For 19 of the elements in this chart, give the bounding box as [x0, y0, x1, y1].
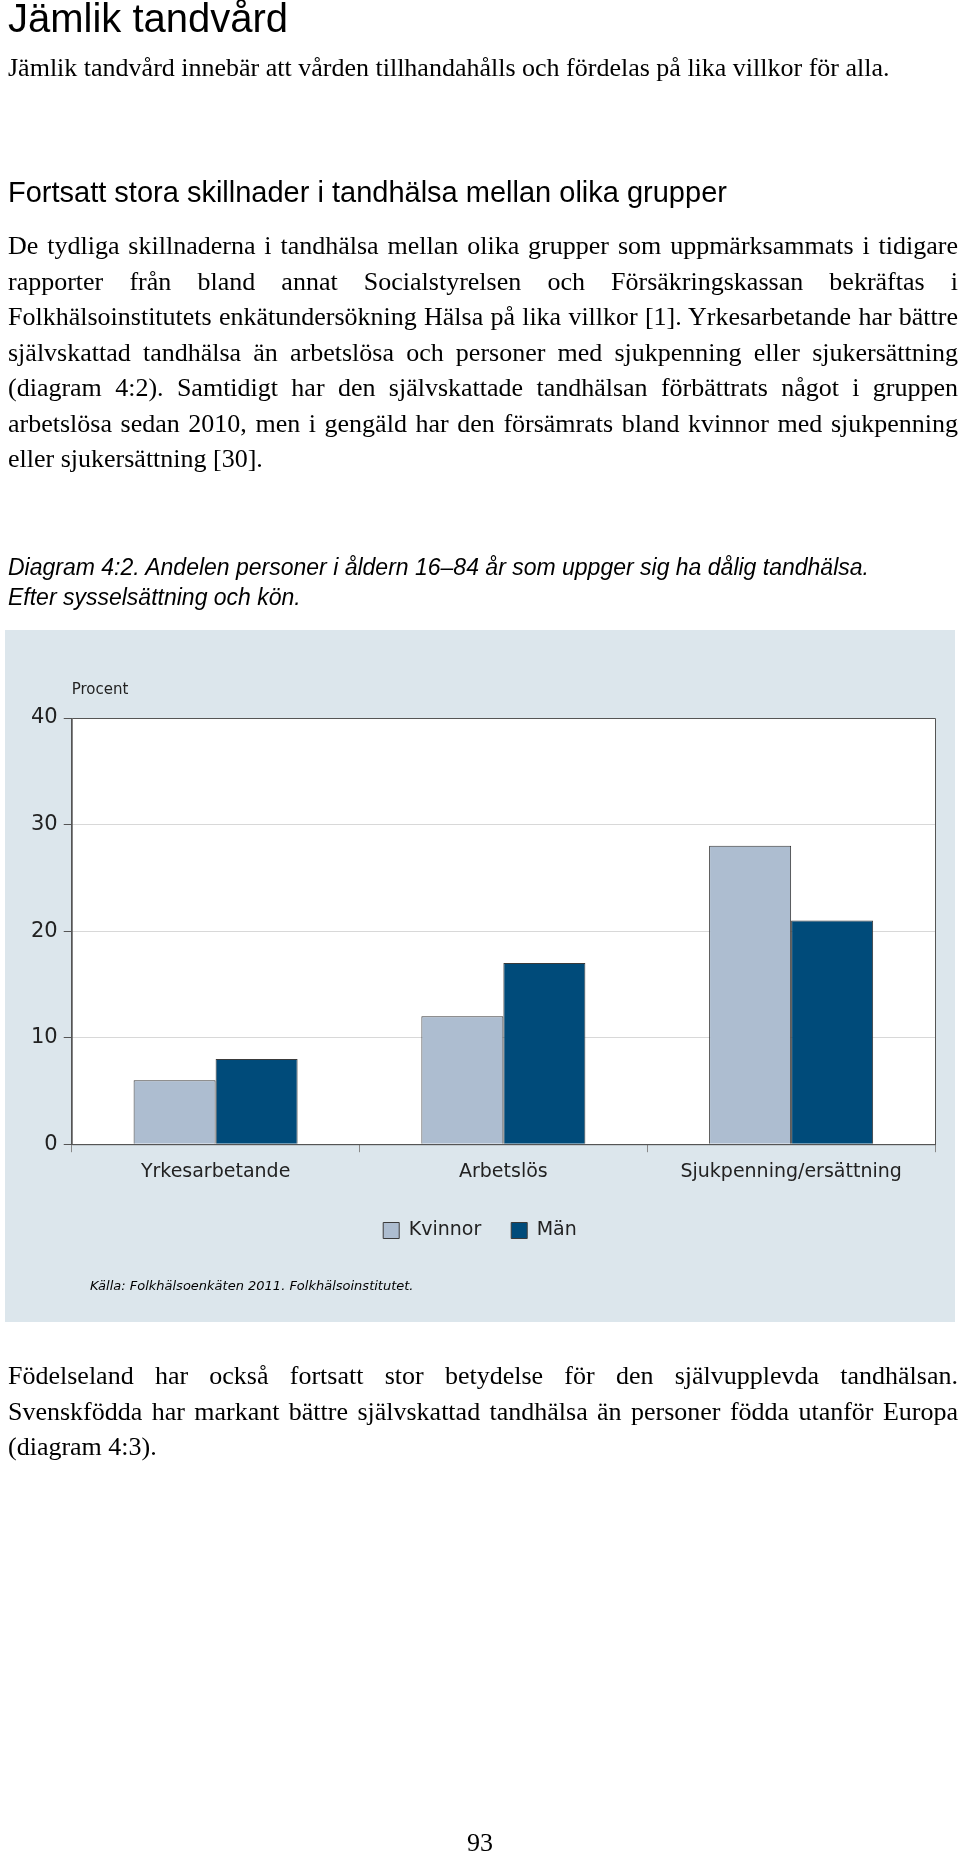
text: 93	[466, 1828, 494, 1858]
text: Jämlik tandvård innebär att vården tillhandahålls och fördelas på lika villkor för alla.	[8, 52, 891, 84]
legend-label: Män	[536, 1217, 577, 1240]
legend-label: Kvinnor	[408, 1217, 482, 1240]
text: Källa: Folkhälsoenkäten 2011. Folkhälsoinstitutet.	[90, 1278, 414, 1293]
x-tick-label: Yrkesarbetande	[139, 1158, 291, 1181]
y-tick-label: 10	[30, 1024, 58, 1049]
x-tick-label: Sjukpenning/ersättning	[680, 1158, 902, 1181]
y-tick-label: 40	[30, 704, 58, 729]
x-tick-label: Arbetslös	[459, 1158, 548, 1181]
chart-title: Diagram 4:2. Andelen personer i åldern 16–84 år som uppger sig ha dålig tandhälsa. Efter sysselsättning och kön.	[8, 553, 870, 612]
y-axis-title: Procent	[71, 680, 129, 699]
text: Födelseland har också fortsatt stor betydelse för den självupplevda tandhälsan. Svenskfödda har markant bättre självskattad tandhälsa än personer födda utanför Europa (diagram 4:3).	[8, 1360, 958, 1463]
y-tick-label: 20	[30, 917, 58, 942]
text: De tydliga skillnaderna i tandhälsa mellan olika grupper som uppmärksammats i tidigare rapporter från bland annat Socialstyrelsen och Försäkringskassan bekräftas i Folkhälsoinstitutets enkätundersökning Hälsa på lika villkor [1]. Yrkesarbetande har bättre självskattad tandhälsa än arbetslösa och personer med sjukpenning eller sjukersättning (diagram 4:2). Samtidigt har den självskattade tandhälsan förbättrats något i gruppen arbetslösa sedan 2010, men i gengäld har den försämrats bland kvinnor med sjukpenning eller sjukersättning [30].	[8, 230, 958, 475]
y-tick-label: 30	[30, 811, 58, 835]
y-tick-label: 0	[44, 1130, 58, 1155]
text: Jämlik tandvård	[8, 0, 290, 41]
text: Fortsatt stora skillnader i tandhälsa mellan olika grupper	[8, 176, 728, 209]
